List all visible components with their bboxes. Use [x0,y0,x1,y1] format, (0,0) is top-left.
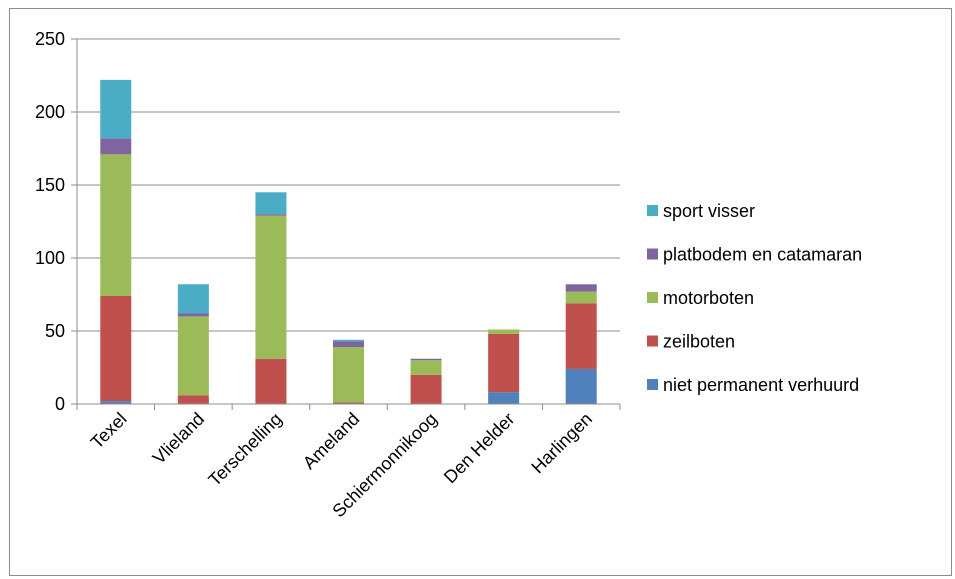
bar-segment-schiermonnikoog-zeilboten [410,374,442,404]
bar-segment-ameland-sport-visser [333,339,364,342]
y-tick-label: 200 [35,102,65,122]
legend-label: niet permanent verhuurd [663,375,859,395]
chart-frame: 0 50 100 150 200 250 Texel Vlieland Terschelling… [9,8,952,576]
gridlines [77,38,620,332]
bar-segment-ameland-zeilboten [333,402,364,404]
x-tick-label: Harlingen [527,409,596,478]
y-tick-label: 250 [35,29,65,49]
x-tick-label: Vlieland [149,409,208,468]
bar-segment-den-helder-motorboten [488,329,520,334]
bar-segment-vlieland-platbodem-en-catamaran [177,313,209,317]
bar-segment-texel-zeilboten [100,295,132,402]
bar-segment-schiermonnikoog-platbodem-en-catamaran [410,358,442,361]
bar-segment-vlieland-motorboten [177,316,209,396]
bar-segment-texel-niet-permanent-verhuurd [100,401,132,404]
bar-segment-ameland-motorboten [333,347,364,403]
bar-segment-schiermonnikoog-motorboten [410,360,442,375]
legend-label: platbodem en catamaran [663,245,862,265]
bar-segment-terschelling-platbodem-en-catamaran [255,214,287,216]
legend-label: zeilboten [663,332,735,352]
bar-segment-terschelling-motorboten [255,215,287,359]
legend: sport visser platbodem en catamaran motorb… [647,201,862,395]
legend-swatch [647,292,658,303]
x-tick-label: Texel [87,409,131,453]
bar-segment-ameland-platbodem-en-catamaran [333,341,364,348]
bar-segment-vlieland-sport-visser [177,284,209,314]
bar-segment-terschelling-sport-visser [255,192,287,215]
legend-label: sport visser [663,201,755,221]
y-tick-label: 0 [55,394,65,414]
bar-segment-den-helder-niet-permanent-verhuurd [488,392,520,404]
bar-segment-texel-sport-visser [100,79,132,139]
x-tick-label: Ameland [299,409,363,473]
bar-segment-den-helder-zeilboten [488,333,520,393]
x-tick-label: Den Helder [440,409,519,488]
bar-segment-harlingen-platbodem-en-catamaran [565,284,597,292]
bar-segment-harlingen-motorboten [565,291,597,304]
legend-swatch [647,379,658,390]
y-tick-label: 50 [45,321,65,341]
x-tick-label: Terschelling [204,409,285,490]
bar-segment-vlieland-zeilboten [177,395,209,404]
bar-segment-texel-platbodem-en-catamaran [100,138,132,155]
legend-swatch [647,205,658,216]
bar-segment-harlingen-niet-permanent-verhuurd [565,368,597,404]
legend-label: motorboten [663,288,754,308]
bar-segment-texel-motorboten [100,154,132,296]
legend-swatch [647,335,658,347]
legend-swatch [647,248,658,260]
y-tick-label: 150 [35,175,65,195]
bars [100,79,597,404]
bar-segment-harlingen-zeilboten [565,303,597,369]
stacked-bar-chart: 0 50 100 150 200 250 Texel VlielandTerschelling… [35,29,862,521]
y-tick-label: 100 [35,248,65,268]
bar-segment-terschelling-zeilboten [255,358,287,404]
